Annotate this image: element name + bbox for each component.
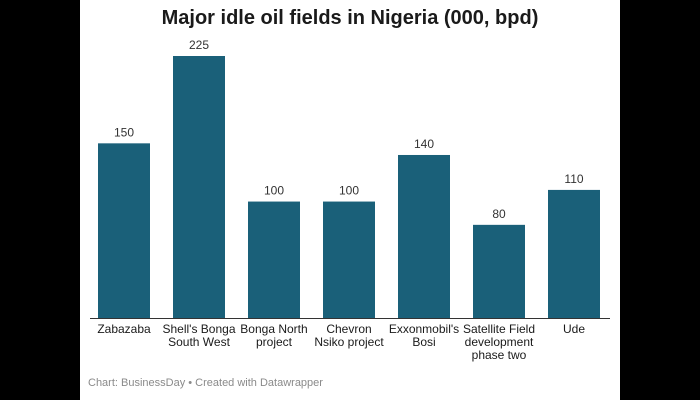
bar-chart: 150 Zabazaba 225 Shell's Bonga South West 100… [90,38,610,362]
category-label-6: Ude [563,322,585,336]
chart-title: Major idle oil fields in Nigeria (000, b… [161,7,539,29]
category-label-2: Bonga North project [240,322,307,349]
category-label-5: Satellite Field development phase two [463,322,535,362]
value-label-6: 110 [564,172,583,186]
value-label-5: 80 [492,207,506,221]
value-label-2: 100 [264,184,284,198]
chart-credit: Chart: BusinessDay • Created with Datawr… [88,377,323,389]
value-label-1: 225 [189,38,209,52]
bar-2 [248,201,300,318]
category-label-4: Exxonmobil's Bosi [389,322,459,349]
bar-0 [98,143,150,318]
category-label-0: Zabazaba [97,322,151,336]
chart-card: Major idle oil fields in Nigeria (000, b… [80,0,620,400]
value-label-4: 140 [414,137,434,151]
value-label-3: 100 [339,184,359,198]
bar-6 [548,189,600,318]
bar-4 [398,154,450,318]
category-label-1: Shell's Bonga South West [162,322,235,349]
bar-5 [473,224,525,318]
category-label-3: Chevron Nsiko project [314,322,384,349]
bar-3 [323,201,375,318]
bar-1 [173,56,225,318]
value-label-0: 150 [114,125,134,139]
